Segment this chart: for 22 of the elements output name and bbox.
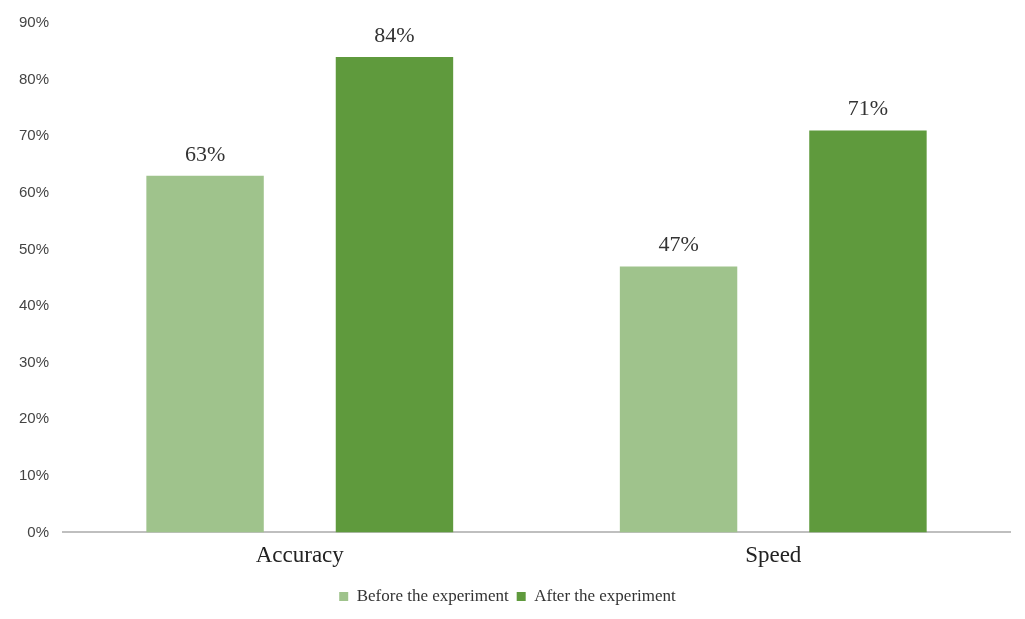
bar (146, 175, 264, 533)
x-tick-label: Speed (745, 542, 802, 568)
data-label: 71% (847, 95, 889, 121)
y-tick-label: 60% (18, 182, 50, 200)
y-tick-label: 80% (18, 69, 50, 87)
data-label: 84% (374, 21, 415, 47)
y-tick-label: 50% (18, 239, 50, 257)
y-tick-label: 70% (18, 126, 50, 144)
data-label: 47% (658, 231, 699, 257)
bar (809, 130, 927, 533)
legend-label: Before the experiment (356, 585, 509, 605)
bar (335, 56, 454, 533)
y-tick-label: 30% (18, 352, 50, 370)
y-tick-label: 10% (18, 465, 50, 483)
x-tick-label: Accuracy (255, 542, 345, 568)
legend-label: After the experiment (534, 585, 677, 605)
y-tick-label: 0% (27, 522, 50, 540)
bar (619, 266, 738, 533)
data-label: 63% (184, 140, 226, 166)
y-tick-label: 40% (18, 296, 50, 314)
y-tick-label: 90% (18, 13, 50, 31)
y-tick-label: 20% (18, 409, 50, 427)
